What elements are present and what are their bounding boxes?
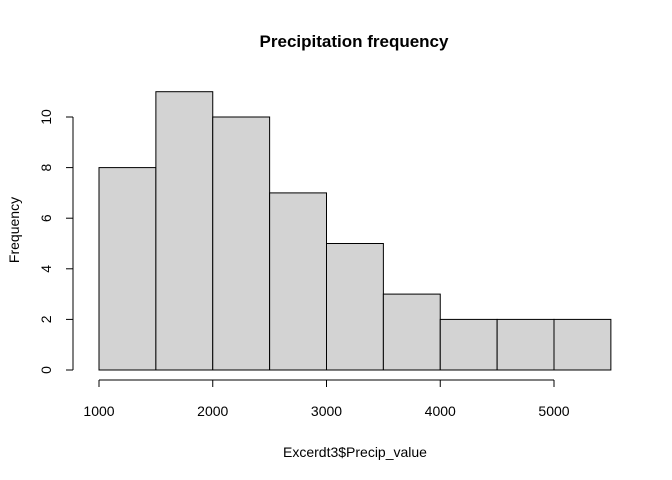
histogram-bar-3 (269, 192, 327, 371)
histogram-bar-7 (496, 318, 555, 371)
y-tick-label: 0 (38, 366, 54, 374)
y-axis: 0 2 4 6 8 10 (38, 109, 74, 374)
y-tick-label: 6 (38, 214, 54, 222)
histogram-bar-0 (98, 167, 157, 371)
x-axis: 1000 2000 3000 4000 5000 (83, 379, 570, 419)
x-tick-label: 3000 (311, 403, 342, 419)
histogram-bar-6 (439, 318, 498, 371)
y-axis-label: Frequency (6, 197, 22, 263)
y-tick-label: 10 (38, 109, 54, 125)
x-tick-label: 4000 (425, 403, 456, 419)
chart-title: Precipitation frequency (260, 32, 449, 51)
histogram-bar-1 (155, 91, 214, 371)
histogram-bar-2 (212, 116, 271, 371)
y-tick-label: 4 (38, 265, 54, 273)
histogram-bars (98, 91, 612, 371)
histogram-bar-5 (382, 293, 441, 371)
y-tick-label: 8 (38, 163, 54, 171)
x-tick-label: 1000 (83, 403, 114, 419)
histogram-bar-4 (326, 243, 384, 371)
x-tick-label: 2000 (197, 403, 228, 419)
x-axis-label: Excerdt3$Precip_value (283, 444, 427, 460)
x-tick-label: 5000 (538, 403, 569, 419)
histogram-bar-8 (553, 318, 612, 371)
y-tick-label: 2 (38, 315, 54, 323)
